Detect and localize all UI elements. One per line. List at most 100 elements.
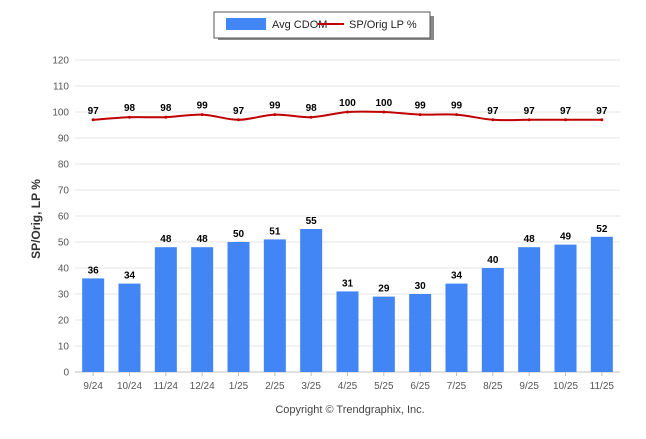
line-point-11/24 [164, 115, 168, 119]
bar-12/24 [191, 247, 214, 372]
bar-data-label: 30 [415, 281, 427, 292]
x-tick-label: 11/24 [154, 381, 179, 392]
bar-data-label: 40 [487, 255, 499, 266]
line-data-label: 99 [269, 101, 281, 112]
line-data-label: 100 [375, 98, 392, 109]
line-point-5/25 [382, 110, 386, 114]
line-data-label: 97 [233, 106, 245, 117]
line-point-4/25 [346, 110, 349, 114]
y-tick-label: 0 [63, 368, 69, 379]
line-point-10/24 [128, 115, 131, 119]
line-point-6/25 [418, 113, 422, 117]
x-tick-label: 6/25 [410, 381, 430, 392]
line-point-3/25 [309, 115, 313, 119]
line-data-label: 98 [306, 103, 318, 114]
y-tick-label: 30 [58, 290, 70, 301]
bar-data-label: 51 [269, 226, 281, 237]
x-tick-label: 7/25 [447, 381, 467, 392]
bar-data-label: 52 [596, 224, 608, 235]
bar-11/25 [590, 236, 613, 372]
bar-4/25 [336, 291, 359, 372]
bar-8/25 [481, 268, 504, 372]
line-data-label: 98 [160, 103, 172, 114]
x-tick-label: 3/25 [301, 381, 321, 392]
x-tick-label: 9/24 [83, 381, 103, 392]
copyright-text: Copyright © Trendgraphix, Inc. [275, 404, 424, 416]
line-point-9/24 [91, 118, 95, 122]
bar-11/24 [154, 247, 177, 372]
line-data-label: 99 [451, 101, 463, 112]
y-tick-label: 90 [58, 134, 70, 145]
y-tick-label: 100 [52, 108, 69, 119]
line-point-9/25 [527, 118, 531, 122]
legend-swatch-bar [226, 18, 266, 30]
bar-data-label: 36 [88, 265, 100, 276]
x-tick-label: 1/25 [229, 381, 249, 392]
bar-9/25 [518, 247, 541, 372]
line-data-label: 98 [124, 103, 136, 114]
x-tick-label: 9/25 [519, 381, 539, 392]
bar-data-label: 29 [378, 284, 390, 295]
y-tick-label: 110 [53, 82, 69, 93]
x-tick-label: 11/25 [590, 381, 615, 392]
y-tick-label: 20 [58, 316, 70, 327]
legend: Avg CDOM SP/Orig LP % [213, 11, 434, 40]
y-tick-label: 40 [58, 264, 70, 275]
line-point-2/25 [273, 113, 277, 117]
bar-data-label: 31 [342, 278, 354, 289]
legend-label-avg-cdom: Avg CDOM [272, 19, 327, 31]
bar-10/24 [118, 283, 141, 372]
line-point-11/25 [600, 118, 604, 122]
y-tick-label: 10 [58, 342, 70, 353]
bar-data-label: 48 [524, 234, 536, 245]
line-series: 97 98 98 99 97 99 98 100 100 99 99 97 97 97 97 [88, 98, 608, 122]
bar-data-label: 48 [160, 234, 172, 245]
bar-3/25 [300, 229, 323, 372]
y-axis-title: SP/Orig, LP % [29, 179, 43, 259]
bar-data-label: 48 [197, 234, 209, 245]
line-data-label: 99 [197, 101, 209, 112]
legend-label-sp-orig-lp: SP/Orig LP % [349, 19, 417, 31]
bar-data-label: 55 [306, 216, 318, 227]
bar-data-label: 50 [233, 229, 245, 240]
line-data-label: 97 [88, 106, 100, 117]
bar-5/25 [372, 296, 395, 372]
line-data-label: 97 [560, 106, 572, 117]
bar-7/25 [445, 283, 468, 372]
y-tick-label: 60 [58, 212, 70, 223]
line-point-10/25 [564, 118, 567, 122]
x-tick-label: 8/25 [483, 381, 503, 392]
bar-data-label: 49 [560, 232, 572, 243]
line-data-label: 97 [596, 106, 608, 117]
x-tick-label: 4/25 [338, 381, 358, 392]
y-tick-label: 120 [52, 56, 69, 67]
line-point-12/24 [200, 113, 204, 117]
bar-10/25 [554, 244, 577, 372]
line-point-1/25 [237, 118, 240, 122]
x-tick-label: 10/25 [553, 381, 578, 392]
line-data-label: 99 [415, 101, 427, 112]
y-tick-label: 80 [58, 160, 70, 171]
bar-data-label: 34 [451, 271, 463, 282]
line-data-label: 97 [487, 106, 499, 117]
x-tick-label: 2/25 [265, 381, 285, 392]
x-tick-label: 5/25 [374, 381, 394, 392]
bar-data-label: 34 [124, 271, 136, 282]
bar-9/24 [82, 278, 105, 372]
y-tick-label: 50 [58, 238, 70, 249]
bar-1/25 [227, 242, 250, 372]
bar-series: 36 34 48 48 50 51 55 31 29 30 34 40 48 49 52 [82, 216, 613, 372]
line-point-7/25 [455, 113, 458, 117]
x-axis: 9/24 10/24 11/24 12/24 1/25 2/25 3/25 4/25 5/25 6… [83, 372, 614, 392]
x-tick-label: 12/24 [190, 381, 215, 392]
line-data-label: 100 [339, 98, 356, 109]
bar-2/25 [263, 239, 286, 372]
y-tick-label: 70 [58, 186, 70, 197]
x-tick-label: 10/24 [117, 381, 142, 392]
line-point-8/25 [491, 118, 495, 122]
line-data-label: 97 [524, 106, 536, 117]
y-axis: 0 10 20 30 40 50 60 70 80 90 100 110 120 [52, 56, 69, 379]
bar-6/25 [409, 294, 432, 372]
